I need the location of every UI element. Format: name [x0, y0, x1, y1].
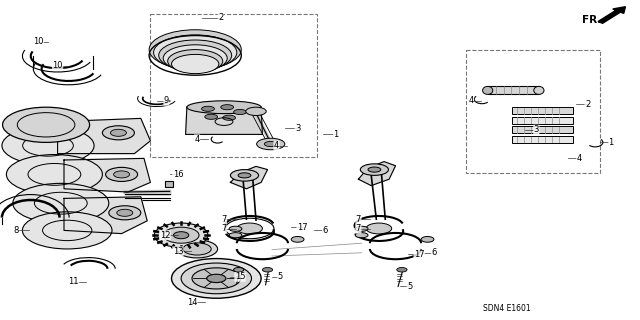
- Ellipse shape: [13, 183, 109, 223]
- Ellipse shape: [168, 50, 223, 73]
- Text: 1: 1: [609, 138, 614, 147]
- Ellipse shape: [163, 227, 199, 243]
- Ellipse shape: [257, 138, 285, 150]
- Ellipse shape: [117, 209, 133, 216]
- Ellipse shape: [110, 129, 127, 136]
- Ellipse shape: [421, 236, 434, 242]
- Text: 8: 8: [13, 226, 19, 235]
- Ellipse shape: [154, 35, 237, 70]
- Ellipse shape: [109, 206, 141, 220]
- Ellipse shape: [246, 107, 266, 116]
- Text: 3: 3: [295, 124, 300, 132]
- Text: 2: 2: [218, 13, 223, 22]
- Text: 13: 13: [173, 247, 183, 256]
- Ellipse shape: [366, 223, 392, 234]
- Ellipse shape: [230, 170, 259, 181]
- Ellipse shape: [22, 212, 112, 249]
- Text: 14: 14: [187, 298, 197, 307]
- Ellipse shape: [221, 105, 234, 110]
- Ellipse shape: [262, 268, 273, 272]
- Bar: [512, 126, 573, 133]
- Ellipse shape: [173, 232, 189, 239]
- Ellipse shape: [355, 226, 368, 231]
- Ellipse shape: [238, 173, 251, 178]
- Ellipse shape: [177, 240, 218, 258]
- Ellipse shape: [114, 171, 129, 178]
- Ellipse shape: [106, 167, 138, 181]
- Bar: [150, 14, 317, 157]
- Text: 9: 9: [164, 96, 169, 105]
- Ellipse shape: [2, 126, 94, 165]
- Text: 15: 15: [235, 272, 245, 281]
- Polygon shape: [358, 162, 396, 186]
- Ellipse shape: [183, 243, 211, 255]
- Bar: [512, 136, 573, 143]
- Ellipse shape: [355, 233, 368, 238]
- Ellipse shape: [397, 268, 407, 272]
- Ellipse shape: [534, 86, 544, 94]
- Ellipse shape: [159, 40, 232, 71]
- Ellipse shape: [205, 114, 218, 119]
- Ellipse shape: [229, 233, 242, 238]
- Text: 10: 10: [33, 37, 44, 46]
- Text: 5: 5: [278, 272, 283, 281]
- Ellipse shape: [172, 259, 261, 298]
- Text: 4: 4: [468, 96, 474, 105]
- Text: 4: 4: [577, 154, 582, 163]
- Text: 7: 7: [221, 224, 227, 233]
- Text: FR.: FR.: [582, 15, 602, 25]
- Polygon shape: [58, 118, 150, 154]
- Ellipse shape: [172, 54, 219, 74]
- Text: 7: 7: [221, 215, 227, 224]
- Text: 12: 12: [160, 231, 170, 240]
- Ellipse shape: [264, 141, 277, 147]
- Text: 6: 6: [431, 248, 436, 257]
- FancyArrow shape: [598, 7, 625, 23]
- Ellipse shape: [368, 167, 381, 172]
- Text: 7: 7: [356, 215, 361, 224]
- Ellipse shape: [237, 223, 262, 234]
- Text: 6: 6: [323, 226, 328, 235]
- Ellipse shape: [234, 268, 244, 272]
- Text: 17: 17: [414, 250, 424, 259]
- Text: 17: 17: [297, 223, 307, 232]
- Text: 4: 4: [195, 135, 200, 144]
- Ellipse shape: [6, 155, 102, 194]
- Ellipse shape: [202, 106, 214, 111]
- Ellipse shape: [229, 226, 242, 231]
- Text: 1: 1: [333, 130, 339, 139]
- Ellipse shape: [149, 30, 241, 69]
- Text: 16: 16: [173, 170, 183, 179]
- Text: 7: 7: [356, 224, 361, 233]
- Bar: [512, 107, 573, 114]
- Polygon shape: [230, 166, 268, 189]
- Polygon shape: [64, 197, 147, 234]
- Ellipse shape: [154, 223, 208, 247]
- Polygon shape: [64, 158, 150, 192]
- Ellipse shape: [3, 107, 90, 142]
- Ellipse shape: [223, 115, 236, 120]
- Polygon shape: [186, 107, 262, 134]
- Bar: [512, 117, 573, 124]
- Text: 11: 11: [68, 277, 79, 286]
- Bar: [488, 86, 539, 94]
- Text: 10: 10: [52, 61, 63, 70]
- Text: 4: 4: [274, 141, 279, 150]
- Ellipse shape: [291, 236, 304, 242]
- Bar: [165, 181, 173, 187]
- Ellipse shape: [234, 109, 246, 115]
- Text: 2: 2: [585, 100, 590, 108]
- Ellipse shape: [187, 101, 261, 114]
- Text: 3: 3: [534, 125, 539, 134]
- Ellipse shape: [102, 126, 134, 140]
- Ellipse shape: [192, 268, 241, 289]
- Ellipse shape: [181, 263, 252, 294]
- Bar: [466, 50, 600, 173]
- Text: SDN4 E1601: SDN4 E1601: [483, 304, 531, 313]
- Text: 5: 5: [407, 282, 412, 291]
- Ellipse shape: [163, 45, 227, 72]
- Ellipse shape: [207, 274, 226, 283]
- Ellipse shape: [483, 86, 493, 94]
- Ellipse shape: [360, 164, 388, 175]
